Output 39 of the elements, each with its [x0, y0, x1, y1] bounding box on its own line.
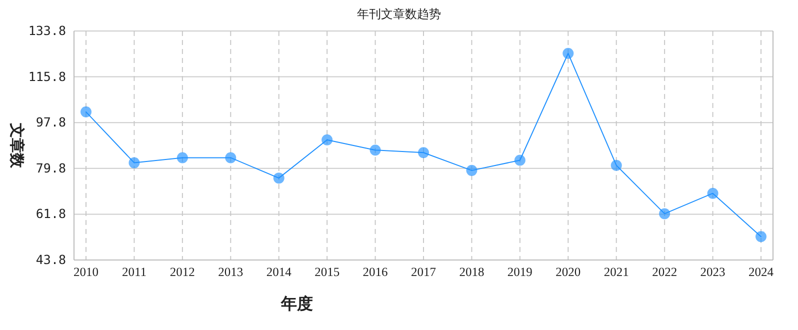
point: [562, 48, 574, 59]
point: [659, 208, 670, 220]
y-tick-label: 79.8: [36, 160, 66, 176]
point: [707, 188, 718, 199]
x-tick-label: 2013: [218, 265, 244, 279]
x-tick-label: 2016: [362, 265, 388, 279]
point: [514, 154, 526, 166]
point: [273, 172, 284, 184]
point: [176, 152, 188, 164]
x-tick-label: 2022: [652, 265, 678, 279]
x-tick-label: 2017: [411, 265, 436, 279]
x-tick-label: 2021: [604, 265, 629, 279]
x-tick-label: 2010: [74, 265, 98, 279]
point: [466, 164, 478, 176]
y-tick-label: 43.8: [36, 252, 66, 267]
point: [418, 147, 429, 158]
chart-title: 年刊文章数趋势: [357, 7, 441, 21]
x-tick-label: 2014: [266, 265, 292, 279]
point: [80, 106, 92, 118]
x-tick-label: 2024: [748, 265, 774, 279]
point: [128, 157, 140, 168]
x-axis-title: 年度: [280, 294, 313, 313]
y-tick-label: 133.8: [28, 23, 66, 38]
y-axis-title: 文章数: [8, 122, 26, 169]
y-tick-label: 61.8: [36, 206, 66, 222]
x-tick-label: 2012: [170, 265, 195, 279]
point: [322, 134, 333, 146]
y-tick-label: 115.8: [28, 68, 66, 84]
x-tick-label: 2015: [314, 265, 340, 279]
point: [756, 231, 766, 242]
point: [370, 144, 381, 156]
x-tick-label: 2023: [700, 265, 726, 279]
point: [225, 152, 236, 164]
x-tick-label: 2018: [459, 265, 484, 279]
x-tick-label: 2011: [122, 265, 146, 279]
x-tick-label: 2020: [556, 265, 581, 279]
y-tick-label: 97.8: [36, 114, 66, 130]
x-tick-label: 2019: [507, 265, 532, 279]
point: [610, 160, 622, 171]
